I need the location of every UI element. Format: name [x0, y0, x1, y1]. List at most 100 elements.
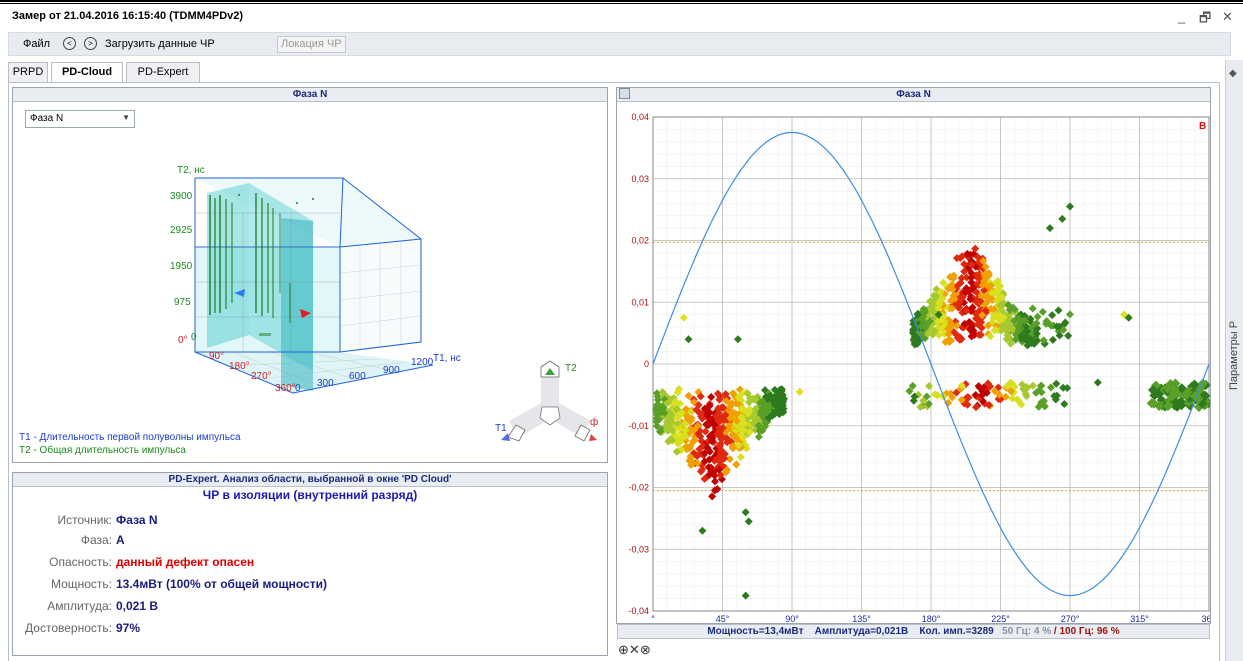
save-icon[interactable]: [619, 88, 630, 99]
phi-arrow-icon[interactable]: [589, 434, 597, 441]
file-menu[interactable]: Файл: [23, 38, 51, 50]
pd-point: [1200, 390, 1210, 401]
pd-point: [1060, 399, 1069, 408]
pd-point: [716, 460, 725, 469]
x-tick-label: 315°: [1130, 614, 1149, 624]
pd-point: [1045, 224, 1054, 233]
phase-key: Фаза:: [80, 533, 112, 547]
right-side-panel[interactable]: ◆ Параметры Р: [1225, 60, 1243, 661]
t1-arrow-icon[interactable]: [501, 433, 510, 441]
t1-marker-icon[interactable]: [234, 289, 245, 297]
tab-prpd[interactable]: PRPD: [8, 62, 48, 82]
pd-point: [681, 436, 690, 445]
pd-point: [921, 322, 930, 331]
restore-button[interactable]: 🗗: [1199, 10, 1212, 25]
close-icon[interactable]: ✕: [628, 642, 640, 657]
y-tick-label: -0,01: [628, 421, 649, 431]
tab-pd-expert[interactable]: PD-Expert: [126, 62, 200, 82]
pd-point: [967, 332, 976, 341]
view-navigator[interactable]: T2 T1 ф: [495, 360, 598, 442]
pd-point: [1028, 381, 1037, 390]
parameters-label: Параметры Р: [1228, 320, 1240, 390]
pd-point: [960, 260, 969, 269]
pd-point: [934, 304, 943, 313]
pd-point: [1037, 388, 1046, 397]
t2-arrow-icon[interactable]: [545, 368, 555, 375]
pd-point: [1028, 330, 1037, 339]
pd-point: [692, 405, 701, 414]
pd-point: [994, 305, 1003, 314]
pd-point: [711, 477, 720, 486]
nav-t1-label: T1: [495, 423, 507, 434]
pd-point: [910, 340, 919, 349]
pd-point: [1052, 379, 1061, 388]
pd-point: [708, 492, 717, 501]
pd-point: [929, 291, 938, 300]
pd-point: [1066, 202, 1074, 211]
pd-point: [993, 286, 1002, 295]
pd-point: [975, 393, 984, 402]
pd-point: [939, 278, 948, 287]
pd-point: [652, 401, 661, 410]
pd-point: [653, 395, 662, 404]
t1-axis-label: T1, нс: [433, 353, 461, 364]
pin-icon[interactable]: ◆: [1229, 68, 1237, 79]
pd-point: [974, 330, 983, 339]
pd-point: [733, 335, 742, 344]
pd-point: [721, 390, 730, 399]
pd-point: [673, 388, 682, 397]
pd-point: [698, 465, 707, 474]
source-value: Фаза N: [116, 513, 158, 527]
pd-point: [743, 389, 752, 398]
pd-location-button[interactable]: Локация ЧР: [277, 36, 346, 53]
pd-point: [722, 397, 731, 406]
arrow-left-icon[interactable]: <: [63, 37, 76, 50]
pd-point: [979, 257, 988, 266]
pd-point: [978, 390, 987, 399]
t2-tick-3: 975: [174, 297, 191, 308]
pd-point: [720, 454, 729, 463]
pd-point: [755, 426, 764, 435]
tab-pd-cloud[interactable]: PD-Cloud: [51, 62, 123, 83]
prpd-chart[interactable]: ° 45° 90° 135° 180° 225° 270° 315° 360 0,04 0,03 0,…: [617, 103, 1210, 624]
status-f50: 50 Гц: 4 %: [1002, 626, 1052, 637]
danger-value: данный дефект опасен: [116, 555, 255, 569]
tab-content-frame: [8, 82, 1220, 661]
pd-point: [694, 388, 703, 397]
x-tick-label: 225°: [991, 614, 1010, 624]
load-pd-data-button[interactable]: Загрузить данные ЧР: [105, 38, 215, 50]
pd-point: [760, 404, 769, 413]
pd-cloud-3d-view[interactable]: T2, нс 3900 2925 1950 975 0 0 300 600 90…: [13, 103, 607, 463]
pd-point: [665, 436, 674, 445]
pd-point: [761, 386, 770, 395]
pd-point: [937, 324, 946, 333]
pd-point: [1051, 395, 1060, 404]
pd-point: [731, 433, 740, 442]
pd-point: [1007, 387, 1016, 396]
pd-point: [725, 455, 734, 464]
pd-point: [979, 383, 988, 392]
arrow-right-icon[interactable]: >: [84, 37, 97, 50]
pd-point: [1124, 313, 1133, 322]
y-tick-label: -0,02: [628, 483, 649, 493]
pd-point: [967, 278, 976, 287]
phase-value: A: [116, 533, 125, 547]
phase-marker-icon[interactable]: [300, 309, 311, 318]
pd-point: [1002, 382, 1011, 391]
y-tick-label: 0,03: [631, 174, 649, 184]
pd-point: [663, 399, 672, 408]
pd-point: [1037, 381, 1046, 390]
t1-tick-1: 300: [317, 378, 334, 389]
reset-icon[interactable]: ⊗: [639, 642, 651, 657]
phase-select[interactable]: Фаза N ▼: [25, 110, 135, 128]
pd-point: [715, 427, 724, 436]
pd-point: [1055, 331, 1064, 340]
minimize-button[interactable]: _: [1178, 9, 1186, 24]
zoom-in-icon[interactable]: ⊕: [618, 642, 629, 657]
pd-point: [917, 315, 926, 324]
close-button[interactable]: ✕: [1222, 9, 1233, 24]
pd-point: [978, 311, 987, 320]
pd-point: [710, 452, 719, 461]
pd-point: [1039, 397, 1048, 406]
reliability-value: 97%: [116, 621, 141, 635]
